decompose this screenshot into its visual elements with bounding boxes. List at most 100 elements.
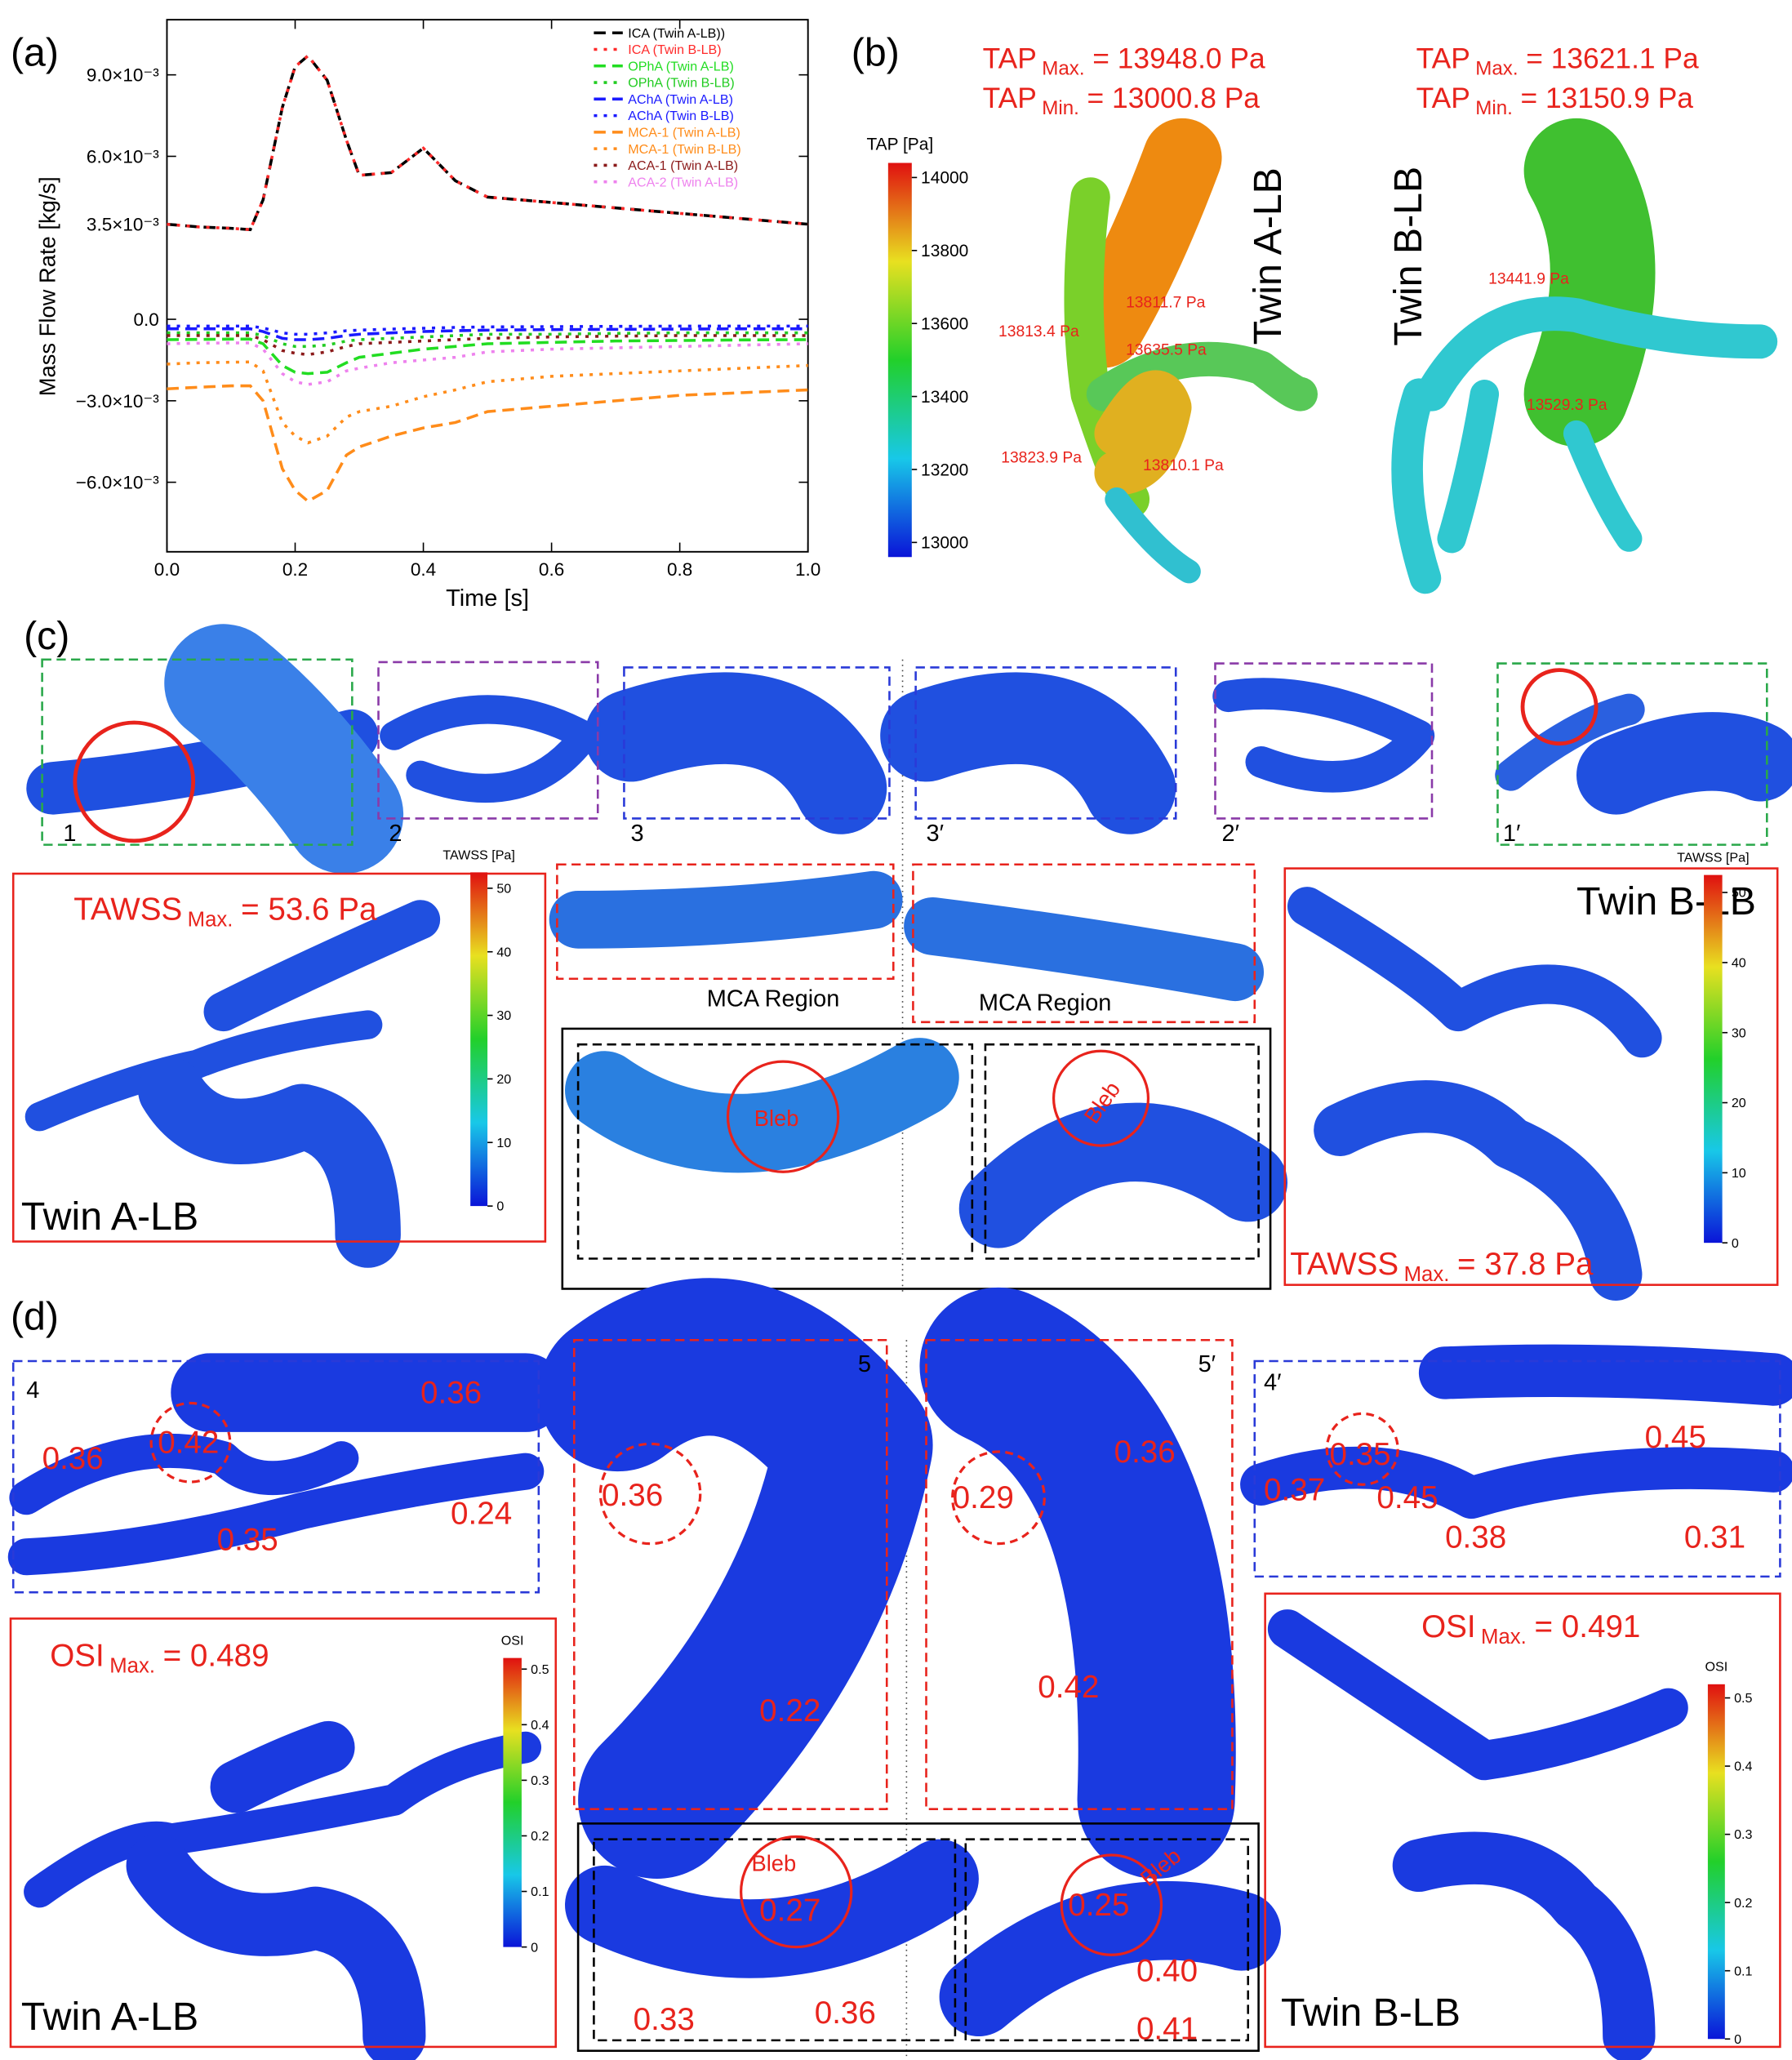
stat-text: = 0.489 [163,1638,269,1673]
series-line [167,360,808,445]
y-tick-label: −3.0×10⁻³ [76,391,160,412]
legend-label: ACA-1 (Twin A-LB) [628,158,738,173]
colorbar-title: TAWSS [Pa] [442,848,514,862]
annotation: 0.22 [759,1693,820,1729]
y-tick-label: −6.0×10⁻³ [76,473,160,493]
stat-sub: Max. [109,1654,155,1677]
x-axis-label: Time [s] [446,585,529,612]
annotation: 0.38 [1445,1519,1506,1555]
bleb-box [576,1822,1260,2053]
main-box [1283,867,1779,1286]
stat-sub: Max. [1042,58,1084,80]
stat: OSI Max. = 0.489 [50,1638,269,1677]
vessels-c [24,624,1792,1301]
inset-label: 5′ [1198,1351,1216,1377]
inset-box [377,661,599,820]
inset-label: 1 [63,821,76,847]
colorbar-label: 13400 [921,388,968,407]
x-tick-label: 0.4 [411,559,436,580]
annotation: 0.24 [451,1497,512,1532]
annotation: 13811.7 Pa [1126,295,1206,312]
colorbar-label: 0.5 [1734,1691,1752,1706]
vessel-b [1391,118,1778,594]
highlight-circle [73,720,196,843]
inset-box [11,1359,540,1594]
stat: TAP Max. = 13948.0 Pa [983,43,1265,80]
colorbar-label: 40 [1732,956,1746,971]
colorbar-label: 30 [1732,1026,1746,1040]
inset-box [556,863,895,981]
series-line [167,337,808,376]
highlight-circle [1325,1412,1399,1486]
stat-sub: Max. [1404,1263,1450,1286]
x-tick-label: 0.2 [282,559,308,580]
colorbar-label: 0.4 [531,1718,549,1733]
colorbar [503,1657,522,1947]
stat: TAP Min. = 13000.8 Pa [983,82,1261,119]
inset-label: 3 [630,821,643,847]
colorbar [1707,1684,1725,2040]
series-line [167,331,808,349]
annotations: 13811.7 Pa 13813.4 Pa 13635.5 Pa 13823.9… [998,271,1607,474]
colorbar-label: 0.2 [1734,1896,1752,1911]
stat-text: = 13150.9 Pa [1521,82,1694,114]
inset-labels: 4 5 5′ 4′ [26,1351,1281,1404]
vessels-d [7,1278,1792,2060]
stat-text: = 37.8 Pa [1457,1247,1594,1282]
annotation: 13813.4 Pa [998,323,1079,340]
inset-box [576,1043,974,1260]
stat: TAWSS Max. = 53.6 Pa [73,892,377,931]
colorbar-label: 13200 [921,460,968,479]
highlight-circle [1520,668,1599,746]
annotation: 0.40 [1136,1953,1198,1988]
annotation: 13810.1 Pa [1143,457,1224,474]
colorbar-label: 50 [496,882,511,897]
y-tick-label: 6.0×10⁻³ [87,147,159,167]
main-box [1264,1592,1781,2049]
inset-label: 5 [858,1351,871,1377]
annotation: 0.36 [815,1995,876,2031]
colorbar-label: 20 [496,1072,511,1087]
stat-text: = 0.491 [1535,1609,1641,1644]
stat: TAWSS Max. = 37.8 Pa [1290,1247,1594,1286]
colorbar-label: 0 [1732,1236,1739,1251]
colorbars: TAP [Pa] 13000 13200 13400 13600 13800 14000 TA… [442,135,1752,2046]
annotation: 0.42 [1038,1670,1099,1705]
inset-boxes-d [9,1338,1781,2053]
osi-annotations: 0.36 0.42 0.36 0.35 0.24 0.36 0.22 0.36 … [42,1375,1745,2046]
annotation: 13635.5 Pa [1126,341,1207,358]
title: Twin B-LB [1281,1991,1461,2035]
stat-text: = 13948.0 Pa [1092,43,1265,75]
title: Twin B-LB [1386,167,1430,346]
inset-boxes-c [11,658,1779,1290]
colorbar-label: 30 [496,1008,511,1023]
x-tick-label: 0.6 [539,559,564,580]
chart: −6.0×10⁻³ −3.0×10⁻³ 0.0 3.5×10⁻³ 6.0×10⁻³ 9.0… [76,20,820,580]
panel-label: (a) [11,30,59,74]
bleb-circle [1060,1853,1163,1956]
annotation: 13823.9 Pa [1001,449,1082,466]
colorbar-label: 0.4 [1734,1760,1752,1774]
bleb-circle [1052,1049,1150,1147]
annotation: 0.33 [634,2002,695,2037]
legend-label: ACA-2 (Twin A-LB) [628,175,738,189]
stat-name: TAWSS [73,892,182,927]
colorbar-title: TAWSS [Pa] [1677,851,1749,865]
legend-label: MCA-1 (Twin B-LB) [628,142,740,157]
panel-label: (d) [11,1294,59,1338]
stat-sub: Max. [1481,1626,1527,1648]
bleb-circle [740,1835,853,1949]
bleb-box [561,1027,1272,1290]
inset-box [914,666,1177,820]
region-label: MCA Region [707,986,840,1012]
colorbar-label: 0.1 [1734,1964,1752,1978]
region-label: MCA Region [979,990,1112,1016]
colorbar-label: 0 [496,1199,504,1214]
annotation: 13441.9 Pa [1488,271,1569,288]
colorbar [1704,874,1723,1244]
legend-label: OPhA (Twin A-LB) [628,59,734,73]
inset-box [41,658,354,846]
annotation: 0.35 [217,1523,278,1558]
colorbar-label: 0 [1734,2032,1741,2047]
